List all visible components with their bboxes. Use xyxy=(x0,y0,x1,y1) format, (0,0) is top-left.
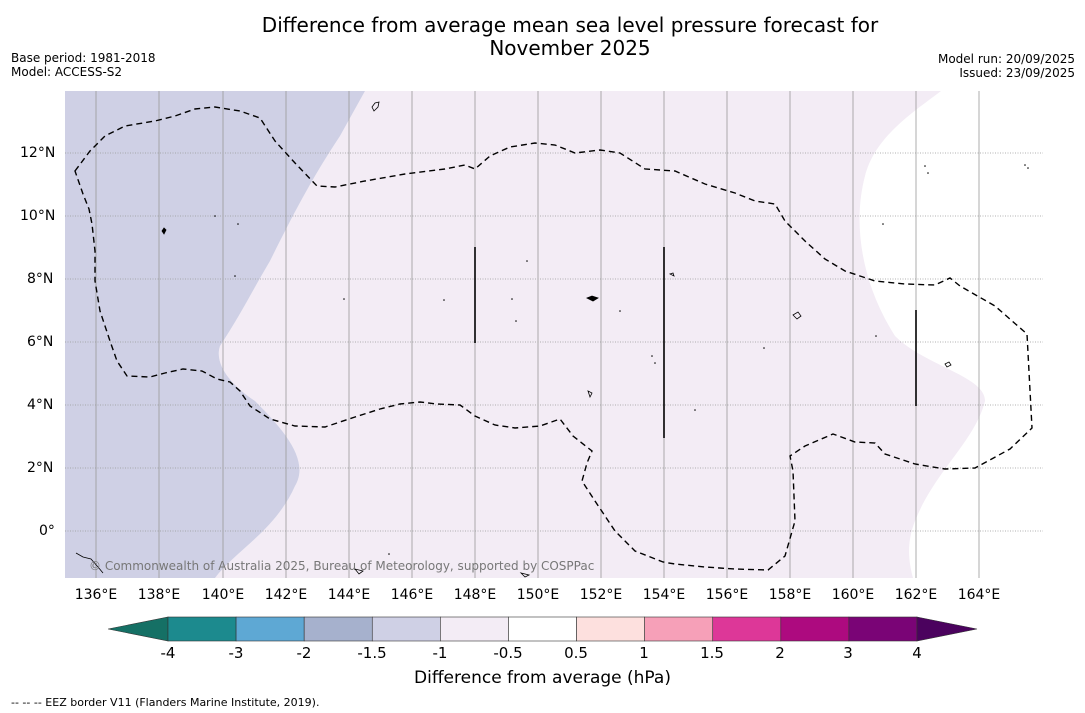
lon-label: 154°E xyxy=(642,587,686,603)
model-name: Model: ACCESS-S2 xyxy=(11,65,123,79)
colorbar-tick: 4 xyxy=(912,644,922,662)
colorbar-extend-high xyxy=(916,616,978,642)
lon-label: 136°E xyxy=(74,587,118,603)
map-panel[interactable] xyxy=(65,91,1043,578)
lon-label: 140°E xyxy=(201,587,245,603)
colorbar-label: Difference from average (hPa) xyxy=(414,668,671,688)
colorbar-segment xyxy=(644,616,714,642)
colorbar-extend-low xyxy=(108,616,169,642)
map-title-line2: November 2025 xyxy=(489,36,651,60)
lon-label: 150°E xyxy=(516,587,560,603)
meta-right: Model run: 20/09/2025 Issued: 23/09/2025 xyxy=(938,52,1075,80)
colorbar-segment xyxy=(235,616,305,642)
lat-label: 6°N xyxy=(27,334,54,350)
base-period: Base period: 1981-2018 xyxy=(11,51,156,65)
colorbar-tick: 3 xyxy=(843,644,853,662)
colorbar-tick: -4 xyxy=(160,644,176,662)
lon-label: 152°E xyxy=(579,587,623,603)
lat-label: 8°N xyxy=(27,271,54,287)
colorbar-tick: 1 xyxy=(639,644,649,662)
colorbar-tick: -1 xyxy=(432,644,448,662)
lon-label: 146°E xyxy=(390,587,434,603)
lat-label: 10°N xyxy=(20,208,56,224)
lon-label: 148°E xyxy=(453,587,497,603)
lat-label: 0° xyxy=(39,523,55,539)
map-title-line1: Difference from average mean sea level p… xyxy=(261,13,879,37)
meta-left: Base period: 1981-2018 Model: ACCESS-S2 xyxy=(11,51,156,79)
colorbar-tick: -1.5 xyxy=(357,644,387,662)
colorbar xyxy=(108,616,978,642)
lat-label: 12°N xyxy=(20,145,56,161)
lon-label: 164°E xyxy=(957,587,1001,603)
pressure-band-dark xyxy=(65,91,365,578)
lon-label: 142°E xyxy=(264,587,308,603)
lon-label: 138°E xyxy=(137,587,181,603)
lon-label: 158°E xyxy=(768,587,812,603)
pressure-band-light xyxy=(215,91,985,578)
colorbar-segment xyxy=(712,616,782,642)
model-run-date: Model run: 20/09/2025 xyxy=(937,52,1075,66)
map-title: Difference from average mean sea level p… xyxy=(220,14,920,60)
lon-label: 160°E xyxy=(831,587,875,603)
copyright-note: © Commonwealth of Australia 2025, Bureau… xyxy=(89,559,595,573)
issued-date: Issued: 23/09/2025 xyxy=(959,66,1075,80)
colorbar-segment xyxy=(848,616,918,642)
colorbar-tick: 1.5 xyxy=(700,644,724,662)
colorbar-segment xyxy=(371,616,441,642)
colorbar-segments xyxy=(167,616,918,642)
eez-borders xyxy=(74,106,1033,571)
islands xyxy=(75,101,1029,578)
lon-label: 144°E xyxy=(327,587,371,603)
lat-label: 2°N xyxy=(27,460,54,476)
colorbar-segment xyxy=(780,616,850,642)
colorbar-segment xyxy=(440,616,509,642)
lat-label: 4°N xyxy=(27,397,54,413)
longitude-labels: 136°E 138°E 140°E 142°E 144°E 146°E 148°… xyxy=(0,587,1085,605)
map-svg xyxy=(65,91,1043,578)
colorbar-segment xyxy=(508,616,577,642)
colorbar-segment xyxy=(303,616,373,642)
colorbar-segment xyxy=(167,616,237,642)
footnote-eez: -- -- -- EEZ border V11 (Flanders Marine… xyxy=(11,696,320,709)
colorbar-tick-labels: -4 -3 -2 -1.5 -1 -0.5 0.5 1 1.5 2 3 4 xyxy=(0,644,1085,662)
colorbar-tick: -2 xyxy=(296,644,312,662)
colorbar-tick: 0.5 xyxy=(564,644,588,662)
colorbar-tick: 2 xyxy=(775,644,785,662)
colorbar-tick: -3 xyxy=(228,644,244,662)
lon-label: 162°E xyxy=(894,587,938,603)
lon-label: 156°E xyxy=(705,587,749,603)
meridian-segments xyxy=(474,247,917,438)
colorbar-tick: -0.5 xyxy=(493,644,523,662)
colorbar-segment xyxy=(576,616,645,642)
